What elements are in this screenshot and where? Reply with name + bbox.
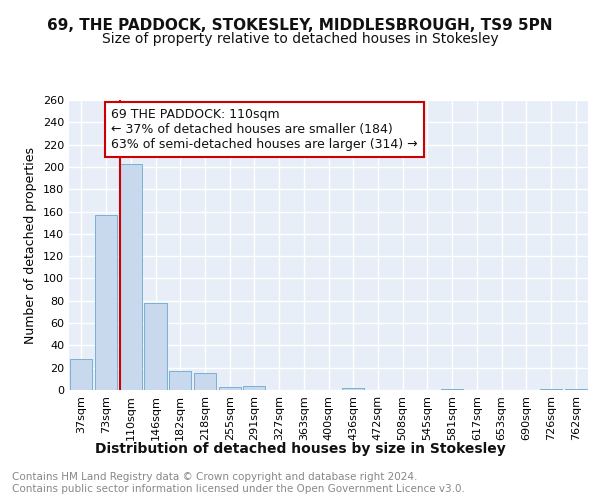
Bar (243, 386, 265, 390)
Bar (70, 359, 92, 390)
Text: 69 THE PADDOCK: 110sqm
← 37% of detached houses are smaller (184)
63% of semi-de: 69 THE PADDOCK: 110sqm ← 37% of detached… (111, 108, 418, 151)
Bar (540, 389, 562, 390)
Bar (145, 303, 167, 390)
Bar (218, 386, 241, 390)
Text: Size of property relative to detached houses in Stokesley: Size of property relative to detached ho… (101, 32, 499, 46)
Bar (95, 215, 117, 390)
Bar (194, 374, 216, 390)
Bar (342, 388, 364, 390)
Bar (565, 389, 587, 390)
Text: Contains HM Land Registry data © Crown copyright and database right 2024.
Contai: Contains HM Land Registry data © Crown c… (12, 472, 465, 494)
Bar (441, 389, 463, 390)
Y-axis label: Number of detached properties: Number of detached properties (25, 146, 37, 344)
Text: Distribution of detached houses by size in Stokesley: Distribution of detached houses by size … (95, 442, 505, 456)
Bar (119, 164, 142, 390)
Bar (169, 371, 191, 390)
Text: 69, THE PADDOCK, STOKESLEY, MIDDLESBROUGH, TS9 5PN: 69, THE PADDOCK, STOKESLEY, MIDDLESBROUG… (47, 18, 553, 32)
